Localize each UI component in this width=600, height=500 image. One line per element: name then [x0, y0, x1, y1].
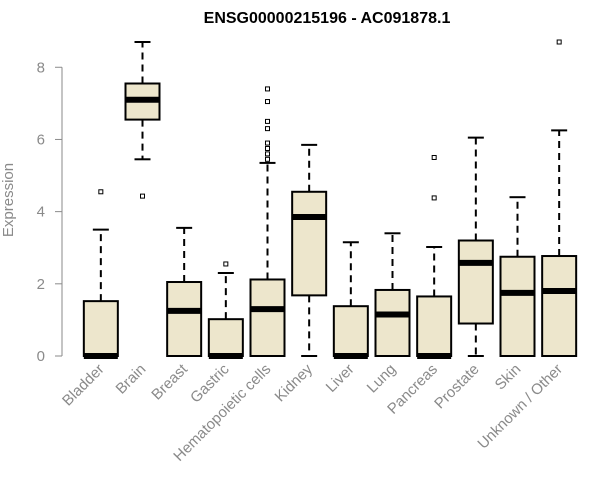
outlier-point — [265, 140, 270, 146]
box-10 — [499, 196, 536, 358]
box-0 — [82, 189, 119, 359]
x-tick-label: Skin — [492, 361, 525, 394]
outlier-point — [265, 118, 270, 124]
y-axis-label: Expression — [0, 163, 17, 237]
box-iqr — [291, 190, 328, 297]
box-3 — [207, 261, 244, 359]
box-9 — [457, 136, 494, 357]
x-tick-label: Lung — [364, 361, 400, 397]
box-group — [82, 39, 578, 359]
outlier-point — [556, 39, 562, 45]
box-iqr — [249, 278, 286, 357]
outlier-point — [265, 151, 270, 157]
box-7 — [374, 232, 411, 357]
outlier-point — [431, 195, 437, 201]
box-6 — [332, 241, 369, 359]
outlier-point — [265, 145, 270, 151]
outlier-point — [265, 126, 270, 132]
y-axis: 0 2 4 6 8 — [37, 59, 63, 365]
box-iqr — [416, 295, 453, 357]
outlier-point — [140, 193, 145, 199]
box-8 — [416, 154, 453, 359]
box-2 — [166, 226, 203, 358]
box-iqr — [207, 318, 244, 358]
box-iqr — [166, 281, 203, 358]
box-iqr — [541, 255, 578, 358]
outlier-point — [265, 99, 270, 105]
x-tick-label: Bladder — [59, 361, 108, 410]
box-1 — [124, 41, 161, 199]
y-tick-label: 4 — [37, 204, 45, 221]
y-tick-label: 6 — [37, 131, 45, 148]
box-11 — [541, 39, 578, 358]
y-tick-label: 8 — [37, 59, 45, 76]
outlier-point — [223, 261, 229, 267]
x-tick-label: Kidney — [272, 360, 317, 405]
box-iqr — [457, 239, 494, 325]
outlier-point — [98, 189, 104, 195]
outlier-point — [265, 156, 270, 162]
box-iqr — [499, 255, 536, 358]
outlier-point — [431, 154, 437, 160]
box-iqr — [374, 288, 411, 357]
x-tick-label: Prostate — [431, 361, 483, 413]
box-iqr — [332, 305, 369, 358]
x-tick-label: Breast — [148, 360, 191, 403]
y-tick-label: 2 — [37, 276, 45, 293]
x-tick-label: Brain — [113, 361, 150, 398]
y-tick-label: 0 — [37, 348, 45, 365]
x-tick-label: Liver — [323, 361, 358, 396]
outlier-point — [265, 86, 270, 92]
box-5 — [291, 143, 328, 357]
box-iqr — [82, 300, 119, 357]
chart-title: ENSG00000215196 - AC091878.1 — [204, 10, 451, 27]
box-4 — [249, 86, 286, 357]
